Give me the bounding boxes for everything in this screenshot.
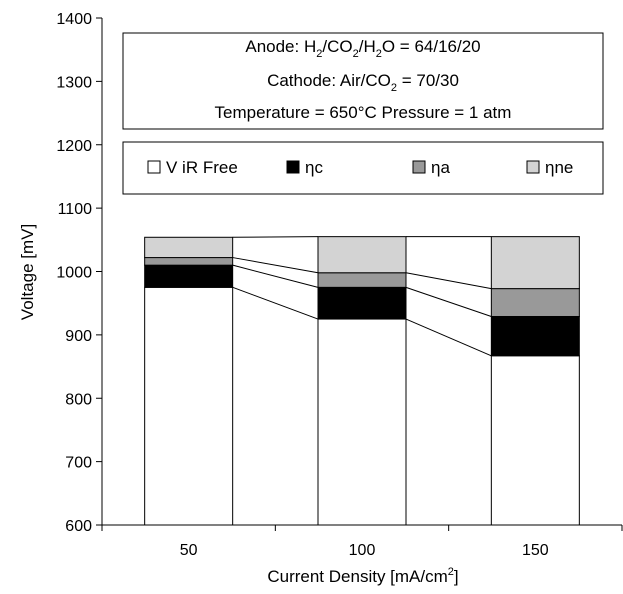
bar-segment-ηne	[144, 236, 234, 259]
bar-segment-v-ir-free	[144, 286, 234, 526]
bar-segment-ηa	[490, 288, 580, 317]
series-connector-line	[405, 272, 492, 290]
x-axis-title: Current Density [mA/cm2]	[267, 566, 458, 586]
x-tick-label: 150	[522, 542, 549, 559]
legend-swatch	[286, 160, 300, 174]
y-axis-title: Voltage [mV]	[18, 224, 37, 320]
bar-segment-ηc	[317, 286, 407, 320]
series-connector-line	[405, 286, 492, 317]
y-tick-label: 1100	[58, 201, 93, 218]
y-tick-label: 1200	[56, 138, 92, 155]
y-tick-label: 1000	[56, 265, 92, 282]
bar-segment-ηa	[144, 257, 234, 266]
legend-label: V iR Free	[166, 158, 238, 177]
bar-segment-ηne	[317, 236, 407, 274]
legend-label: ηa	[431, 158, 450, 177]
y-tick-label: 600	[65, 518, 92, 535]
series-connector-line	[405, 318, 492, 357]
conditions-box	[122, 32, 604, 130]
bar-segment-v-ir-free	[317, 318, 407, 526]
top-connector-line	[232, 236, 319, 238]
legend: V iR Free ηc ηa ηne	[147, 158, 573, 177]
axes: 600 700 800 900 1000 1100 1200 1300 1400 50 100 150	[56, 11, 623, 559]
bar-segment-ηc	[144, 264, 234, 288]
bar-segment-v-ir-free	[490, 355, 580, 526]
y-tick-label: 1300	[56, 74, 92, 91]
y-tick-label: 900	[65, 328, 92, 345]
x-tick-label: 100	[349, 542, 376, 559]
y-tick-label: 700	[65, 455, 92, 472]
legend-label: ηne	[545, 158, 573, 177]
series-connector-line	[232, 257, 319, 274]
y-tick-label: 800	[65, 391, 92, 408]
operating-condition: Temperature = 650°C Pressure = 1 atm	[215, 103, 512, 122]
bar-segment-ηc	[490, 315, 580, 357]
bar-segment-ηne	[490, 236, 580, 290]
legend-box	[122, 141, 604, 195]
legend-swatch	[526, 160, 540, 174]
legend-swatch	[147, 160, 161, 174]
plot-area	[144, 236, 580, 526]
y-tick-label: 1400	[56, 11, 92, 28]
series-connector-line	[232, 264, 319, 288]
x-tick-label: 50	[180, 542, 198, 559]
legend-swatch	[412, 160, 426, 174]
bar-segment-ηa	[317, 272, 407, 288]
series-connector-line	[232, 286, 319, 320]
cathode-condition: Cathode: Air/CO2 = 70/30	[267, 71, 459, 94]
legend-label: ηc	[305, 158, 323, 177]
anode-condition: Anode: H2/CO2/H2O = 64/16/20	[245, 37, 480, 60]
